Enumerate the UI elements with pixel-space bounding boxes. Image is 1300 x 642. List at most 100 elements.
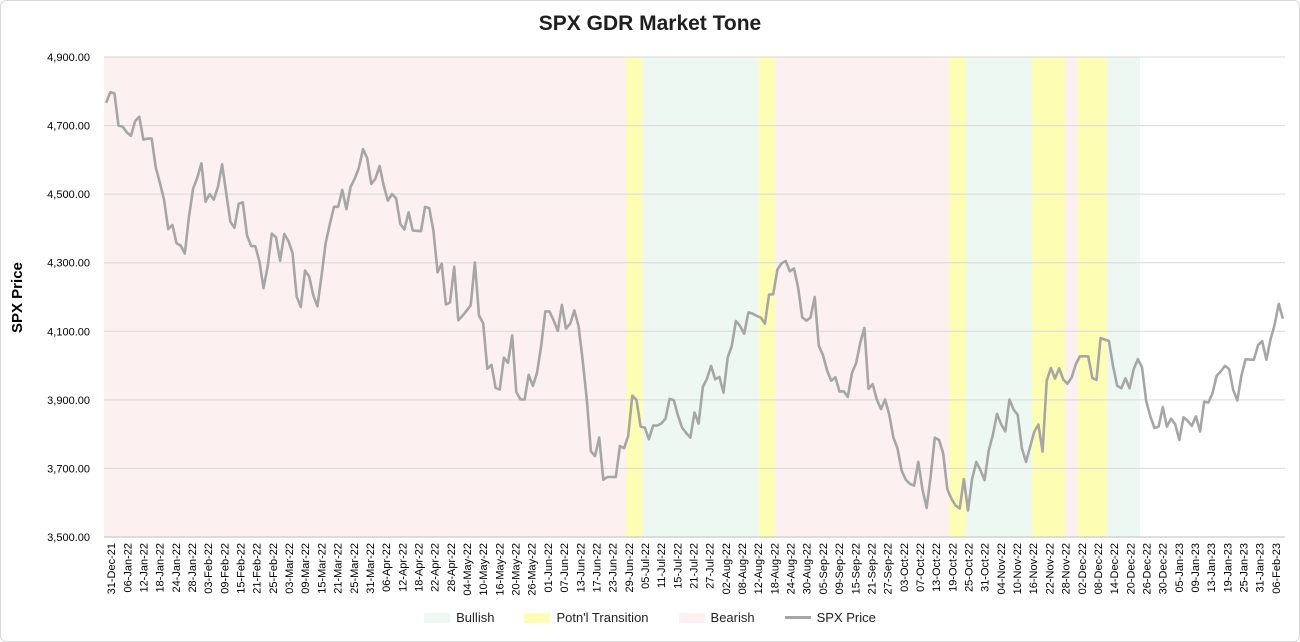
x-tick-label: 15-Sep-22 (850, 543, 862, 594)
legend-label-bearish: Bearish (710, 610, 755, 625)
x-tick-label: 15-Mar-22 (316, 543, 328, 594)
x-tick-label: 06-Jan-22 (122, 543, 134, 593)
x-tick-label: 13-Oct-22 (931, 543, 943, 592)
x-tick-label: 18-Jan-22 (155, 543, 167, 593)
x-tick-label: 25-Feb-22 (268, 543, 280, 594)
legend-label-bullish: Bullish (456, 610, 495, 625)
x-tick-label: 24-Jan-22 (171, 543, 183, 593)
x-tick-label: 11-Jul-22 (656, 543, 668, 588)
x-tick-label: 05-Jul-22 (640, 543, 652, 589)
x-tick-label: 16-May-22 (494, 543, 506, 596)
x-tick-label: 21-Sep-22 (866, 543, 878, 594)
x-tick-label: 05-Jan-23 (1174, 543, 1186, 593)
regime-band-potn-l-transition (1077, 57, 1107, 537)
x-tick-label: 13-Jan-23 (1206, 543, 1218, 593)
x-tick-label: 22-Apr-22 (430, 543, 442, 592)
regime-band-bearish (104, 57, 627, 537)
x-tick-label: 31-Dec-21 (106, 543, 118, 594)
y-tick-label: 4,100.00 (47, 326, 90, 338)
x-tick-label: 18-Apr-22 (413, 543, 425, 592)
x-tick-label: 24-Aug-22 (786, 543, 798, 594)
legend-swatch-spx-price (784, 616, 811, 619)
x-tick-label: 14-Dec-22 (1109, 543, 1121, 594)
x-tick-label: 05-Sep-22 (818, 543, 830, 594)
x-tick-label: 26-May-22 (527, 543, 539, 596)
x-tick-label: 31-Mar-22 (365, 543, 377, 594)
y-tick-label: 3,900.00 (47, 395, 90, 407)
x-tick-label: 20-May-22 (511, 543, 523, 596)
x-tick-label: 04-Nov-22 (996, 543, 1008, 594)
x-tick-label: 25-Mar-22 (349, 543, 361, 594)
x-tick-label: 21-Feb-22 (252, 543, 264, 594)
x-tick-label: 18-Aug-22 (769, 543, 781, 594)
x-tick-label: 07-Jun-22 (559, 543, 571, 593)
y-tick-labels: 3,500.00 3,700.00 3,900.00 4,100.00 4,300.00… (47, 52, 90, 544)
x-tick-label: 09-Feb-22 (219, 543, 231, 594)
x-tick-label: 23-Jun-22 (608, 543, 620, 593)
regime-band-potn-l-transition (626, 57, 643, 537)
x-tick-label: 08-Aug-22 (737, 543, 749, 594)
x-tick-label: 07-Oct-22 (915, 543, 927, 592)
x-tick-labels: 31-Dec-21 06-Jan-22 12-Jan-22 18-Jan-22 24-J… (106, 543, 1283, 596)
legend-swatch-bearish (678, 612, 705, 623)
x-tick-label: 28-Nov-22 (1061, 543, 1073, 594)
x-tick-label: 12-Aug-22 (753, 543, 765, 594)
x-tick-label: 08-Dec-22 (1093, 543, 1105, 594)
x-tick-label: 03-Feb-22 (203, 543, 215, 594)
x-tick-label: 31-Oct-22 (980, 543, 992, 592)
y-tick-label: 3,700.00 (47, 463, 90, 475)
x-tick-label: 25-Oct-22 (964, 543, 976, 592)
legend-item-spx-price: SPX Price (784, 610, 876, 625)
x-tick-label: 29-Jun-22 (624, 543, 636, 593)
x-tick-label: 12-Apr-22 (397, 543, 409, 592)
regime-band-potn-l-transition (949, 57, 966, 537)
x-tick-label: 01-Jun-22 (543, 543, 555, 593)
x-tick-label: 04-May-22 (462, 543, 474, 596)
x-tick-label: 28-Jan-22 (187, 543, 199, 593)
regime-band-potn-l-transition (1032, 57, 1066, 537)
x-tick-label: 20-Dec-22 (1125, 543, 1137, 594)
spx-price-line (104, 91, 1285, 512)
regime-band-bullish (642, 57, 759, 537)
x-tick-label: 31-Jan-23 (1255, 543, 1267, 593)
x-tick-label: 15-Jul-22 (672, 543, 684, 589)
x-tick-label: 12-Jan-22 (138, 543, 150, 593)
x-tick-label: 27-Jul-22 (705, 543, 717, 589)
regime-band-bullish (1106, 57, 1140, 537)
x-tick-label: 06-Apr-22 (381, 543, 393, 592)
chart-title: SPX GDR Market Tone (538, 12, 762, 35)
x-tick-label: 15-Feb-22 (236, 543, 248, 594)
x-tick-label: 19-Oct-22 (947, 543, 959, 592)
gridlines (104, 56, 1285, 538)
legend-label-transition: Potn'l Transition (556, 610, 649, 625)
x-tick-label: 03-Mar-22 (284, 543, 296, 594)
legend: Bullish Potn'l Transition Bearish SPX Pr… (0, 610, 1300, 625)
x-tick-label: 06-Feb-23 (1271, 543, 1283, 594)
x-tick-label: 26-Dec-22 (1141, 543, 1153, 594)
y-tick-label: 4,500.00 (47, 189, 90, 201)
y-tick-label: 3,500.00 (47, 532, 90, 544)
regime-band-bullish (965, 57, 1033, 537)
x-tick-label: 19-Jan-23 (1222, 543, 1234, 593)
x-tick-label: 02-Aug-22 (721, 543, 733, 594)
x-tick-label: 09-Sep-22 (834, 543, 846, 594)
x-tick-label: 03-Oct-22 (899, 543, 911, 592)
regime-band-potn-l-transition (758, 57, 776, 537)
legend-swatch-transition (524, 612, 551, 623)
spx-price-series (104, 91, 1285, 512)
x-tick-label: 17-Jun-22 (591, 543, 603, 593)
x-tick-label: 30-Dec-22 (1158, 543, 1170, 594)
x-tick-label: 09-Mar-22 (300, 543, 312, 594)
x-tick-label: 02-Dec-22 (1077, 543, 1089, 594)
y-tick-label: 4,700.00 (47, 121, 90, 133)
y-tick-label: 4,300.00 (47, 258, 90, 270)
legend-swatch-bullish (424, 612, 451, 623)
legend-item-bullish: Bullish (424, 610, 494, 625)
x-tick-label: 30-Aug-22 (802, 543, 814, 594)
legend-item-bearish: Bearish (678, 610, 755, 625)
legend-label-spx-price: SPX Price (816, 610, 876, 625)
x-tick-label: 22-Nov-22 (1044, 543, 1056, 594)
y-tick-label: 4,900.00 (47, 52, 90, 64)
regime-band-bearish (775, 57, 950, 537)
